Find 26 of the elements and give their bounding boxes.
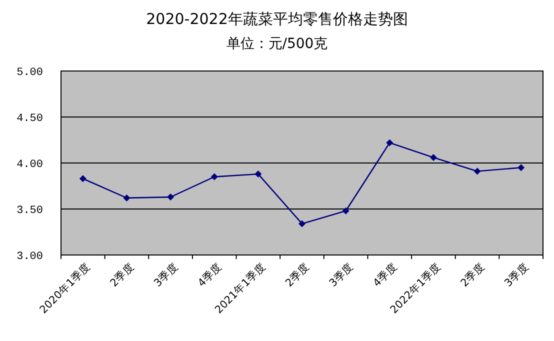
chart-subtitle: 单位：元/500克 (226, 36, 328, 52)
chart-title: 2020-2022年蔬菜平均零售价格走势图 (146, 10, 408, 28)
x-tick-label: 4季度 (370, 260, 400, 290)
point (430, 154, 437, 161)
point (167, 194, 174, 201)
x-tick-label: 3季度 (326, 260, 356, 290)
point (474, 168, 481, 175)
point (79, 175, 86, 182)
x-tick-label: 3季度 (502, 260, 532, 290)
y-tick-label: 4.50 (16, 113, 43, 125)
point (386, 139, 394, 146)
point (298, 220, 306, 228)
y-tick-label: 3.00 (16, 251, 43, 263)
x-tick-label: 4季度 (195, 260, 224, 290)
y-tick-label: 5.00 (16, 67, 43, 79)
y-tick-label: 3.50 (16, 205, 43, 217)
y-tick-label: 4.00 (16, 159, 43, 171)
x-tick-label: 2季度 (282, 260, 312, 290)
point (342, 207, 350, 214)
point (210, 173, 218, 180)
x-tick-label: 2季度 (107, 260, 137, 290)
x-tick-label: 2季度 (458, 260, 488, 290)
point (518, 164, 525, 172)
x-tick-label: 3季度 (151, 260, 181, 290)
point (254, 170, 262, 178)
point (123, 194, 130, 202)
